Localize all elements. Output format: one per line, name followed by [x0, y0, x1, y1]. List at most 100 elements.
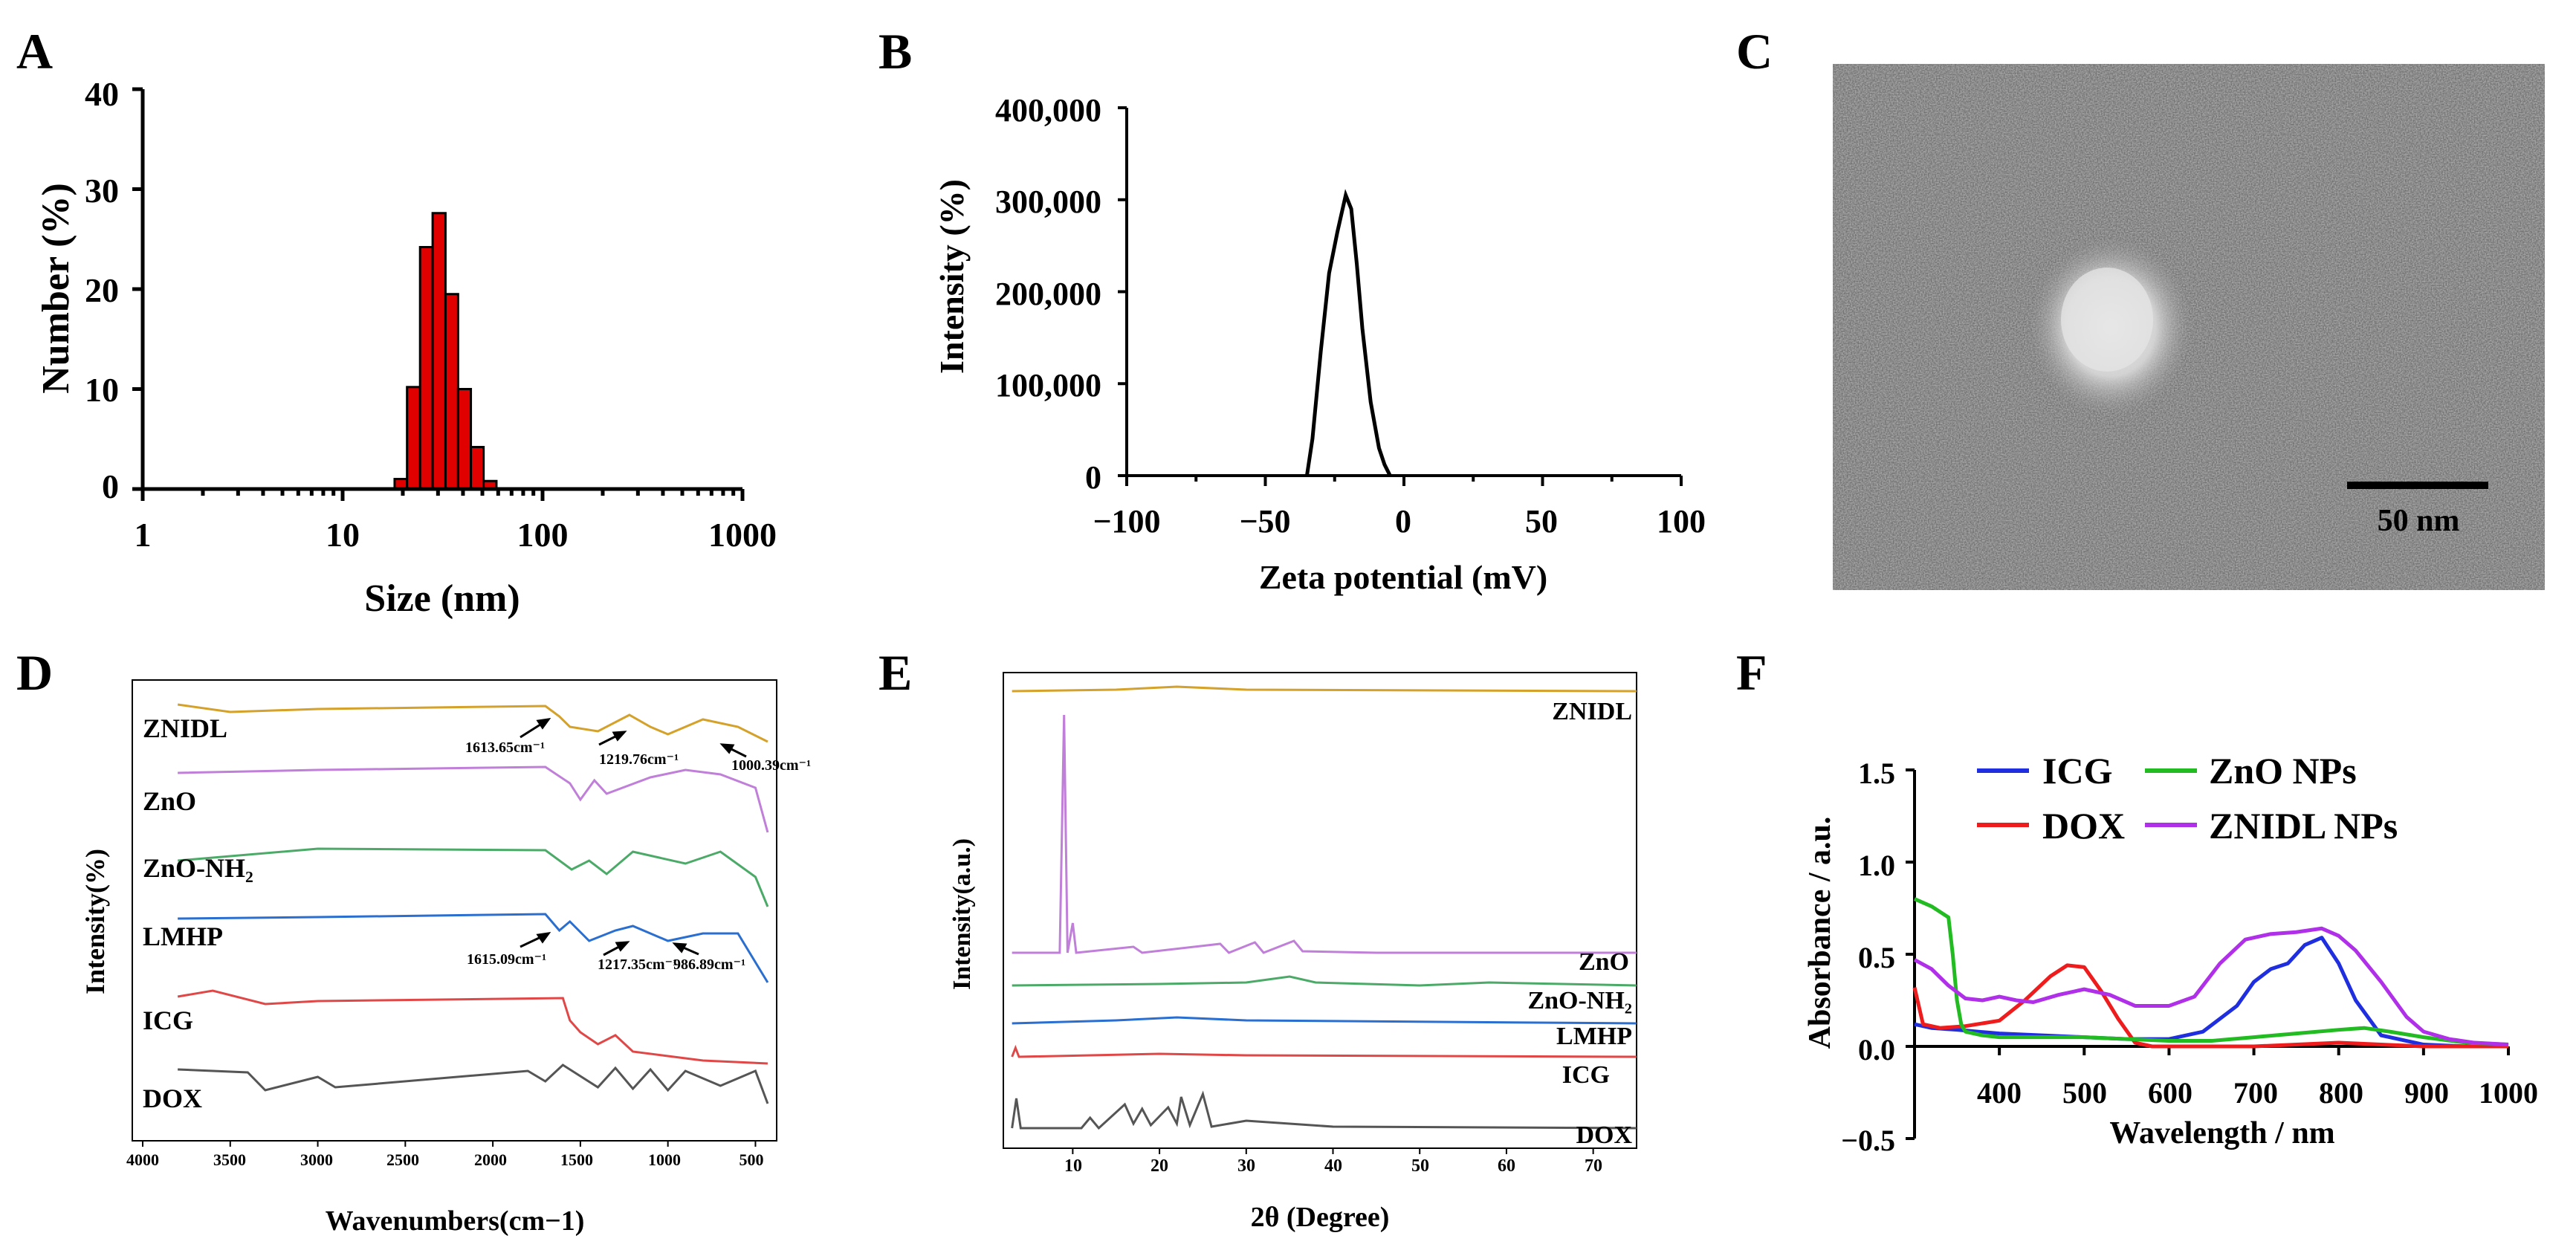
a-y-axis-label: Number (%)	[35, 183, 77, 394]
a-axes	[132, 87, 745, 501]
f-y-axis-label: Absorbance / a.u.	[1803, 817, 1837, 1049]
e-series-labels: ZNIDL ZnO ZnO-NH₂ LMHP ICG DOX	[1527, 698, 1632, 1149]
a-bar	[470, 446, 485, 490]
e-x-tick-label: 60	[1498, 1156, 1515, 1176]
f-x-tick-label: 400	[1977, 1076, 2022, 1110]
a-y-tick-label: 20	[85, 271, 119, 309]
c-scale-bar-label: 50 nm	[2378, 504, 2460, 538]
b-x-tick-labels: −100 −50 0 50 100	[1093, 503, 1706, 540]
d-x-ticks	[142, 1141, 757, 1147]
panel-a-size-histogram: 0 10 20 30 40 1 10 100 1000 Size (nm) Nu…	[35, 75, 777, 620]
a-y-tick-label: 40	[85, 75, 119, 113]
a-bar	[444, 293, 459, 490]
d-x-tick-label: 1500	[560, 1150, 593, 1169]
d-series-label: ICG	[143, 1006, 193, 1035]
b-y-tick-label: 200,000	[995, 276, 1101, 312]
panel-f-uv-vis: −0.5 0.0 0.5 1.0 1.5 400 500 600 700 800…	[1803, 750, 2538, 1157]
d-plot-frame	[132, 679, 777, 1142]
a-y-tick-label: 0	[102, 467, 119, 505]
f-y-tick-label: 1.0	[1858, 849, 1895, 882]
e-x-tick-labels: 10 20 30 40 50 60 70	[1064, 1156, 1602, 1176]
d-x-tick-label: 500	[740, 1150, 764, 1169]
panel-letter-e: E	[878, 644, 912, 701]
a-bar	[418, 246, 434, 490]
a-y-tick-labels: 0 10 20 30 40	[85, 75, 119, 505]
a-y-tick-label: 30	[85, 172, 119, 210]
d-annotation: 986.89cm⁻¹	[673, 956, 745, 973]
e-series-lines	[1011, 685, 1637, 1130]
e-series-line	[1011, 1044, 1637, 1058]
b-y-tick-label: 400,000	[995, 92, 1101, 129]
f-legend: ICG DOX ZnO NPs ZNIDL NPs	[1977, 750, 2398, 846]
f-legend-label: ICG	[2042, 750, 2112, 791]
b-y-tick-label: 100,000	[995, 367, 1101, 404]
d-series-label: ZnO-NH₂	[143, 853, 253, 883]
panel-c-tem-image: 50 nm	[1833, 64, 2545, 590]
d-y-axis-label: Intensity(%)	[80, 849, 110, 994]
d-arrowhead	[536, 932, 551, 944]
panel-b-zeta-potential: 0 100,000 200,000 300,000 400,000 −100 −…	[933, 92, 1706, 596]
c-scale-bar	[2347, 482, 2488, 489]
b-y-tick-label: 0	[1085, 459, 1101, 496]
d-x-axis-label: Wavenumbers(cm−1)	[326, 1205, 585, 1237]
a-x-tick-label: 100	[517, 516, 569, 554]
f-y-tick-label: 0.0	[1858, 1033, 1895, 1066]
b-x-axis-label: Zeta potential (mV)	[1259, 558, 1547, 596]
e-x-tick-label: 40	[1324, 1156, 1342, 1176]
a-x-tick-label: 1	[135, 516, 152, 554]
b-x-tick-label: 0	[1395, 503, 1411, 540]
f-legend-label: ZnO NPs	[2209, 750, 2357, 791]
b-x-tick-label: 50	[1525, 503, 1558, 540]
d-series-label: DOX	[143, 1084, 202, 1113]
e-series-label: DOX	[1576, 1121, 1632, 1149]
d-x-tick-label: 3500	[213, 1150, 246, 1169]
f-x-tick-label: 800	[2319, 1076, 2363, 1110]
d-arrowhead	[612, 731, 627, 742]
b-series-line-zeta	[1304, 189, 1392, 477]
f-x-tick-label: 600	[2148, 1076, 2192, 1110]
d-x-tick-label: 4000	[126, 1150, 159, 1169]
panel-letter-a: A	[16, 23, 53, 80]
f-x-tick-label: 900	[2404, 1076, 2449, 1110]
e-series-line	[1012, 975, 1637, 987]
d-series-line	[177, 989, 768, 1065]
d-x-tick-label: 3000	[300, 1150, 333, 1169]
e-x-axis-label: 2θ (Degree)	[1251, 1202, 1390, 1233]
f-legend-label: ZNIDL NPs	[2209, 805, 2398, 846]
e-y-axis-label: Intensity(a.u.)	[948, 838, 976, 990]
panel-e-xrd: ZNIDL ZnO ZnO-NH₂ LMHP ICG DOX 10 20 30 …	[948, 672, 1637, 1233]
d-series-line	[177, 703, 768, 743]
b-axes	[1118, 106, 1683, 486]
d-annotation: 1000.39cm⁻¹	[731, 757, 811, 774]
d-series-line	[178, 765, 769, 833]
a-y-tick-label: 10	[85, 371, 119, 409]
d-arrowhead	[719, 743, 735, 754]
d-annotation: 1613.65cm⁻¹	[465, 739, 545, 756]
d-x-tick-label: 2000	[474, 1150, 507, 1169]
e-x-tick-label: 20	[1151, 1156, 1168, 1176]
e-series-line	[1012, 1016, 1637, 1025]
c-nanoparticle-core	[2061, 268, 2153, 372]
e-series-label: ZnO	[1579, 948, 1629, 976]
d-x-tick-label: 1000	[648, 1150, 681, 1169]
panel-letter-d: D	[16, 644, 53, 701]
f-legend-label: DOX	[2042, 805, 2125, 846]
f-x-tick-label: 700	[2233, 1076, 2278, 1110]
a-bar	[456, 388, 473, 490]
f-series-line	[1914, 897, 2509, 1047]
panel-letter-c: C	[1736, 23, 1773, 80]
a-x-axis-label: Size (nm)	[364, 577, 520, 620]
d-series-label: ZnO	[143, 786, 196, 816]
e-series-line	[1012, 685, 1637, 693]
d-x-tick-label: 2500	[386, 1150, 419, 1169]
e-x-tick-label: 50	[1411, 1156, 1429, 1176]
f-y-tick-label: 1.5	[1858, 757, 1895, 790]
f-series-line	[1913, 926, 2509, 1047]
f-y-tick-label: 0.5	[1858, 941, 1895, 974]
e-x-tick-label: 10	[1064, 1156, 1082, 1176]
panel-letter-b: B	[878, 23, 912, 80]
b-y-tick-labels: 0 100,000 200,000 300,000 400,000	[995, 92, 1101, 496]
a-x-tick-label: 10	[326, 516, 360, 554]
f-series-lines	[1912, 897, 2509, 1049]
